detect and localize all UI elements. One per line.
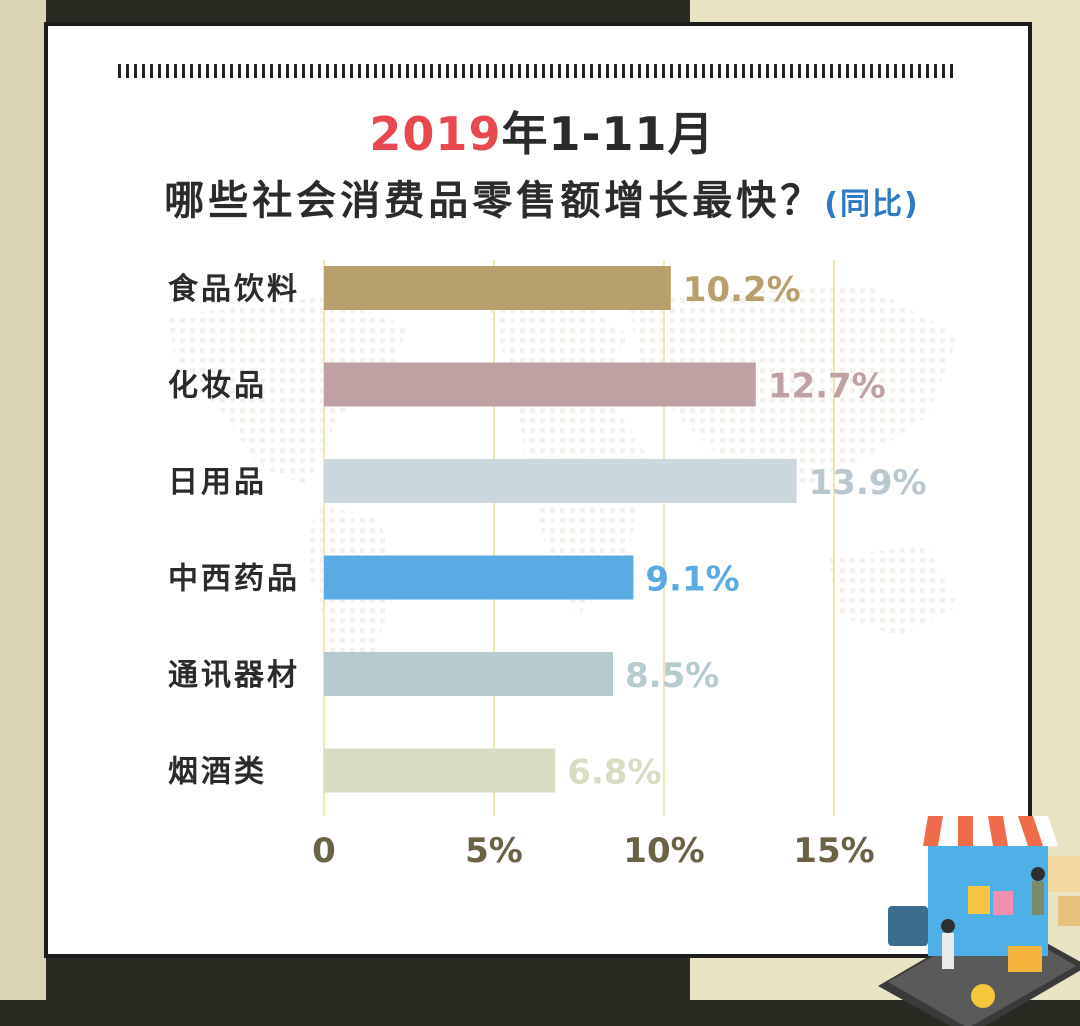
x-tick-label: 0 [312,831,336,871]
value-label: 12.7% [768,367,886,407]
storefront-illustration [878,816,1080,1026]
bar [324,555,634,600]
background-panel-left [0,0,46,1000]
value-label: 13.9% [809,463,927,503]
x-tick-label: 5% [465,831,523,871]
value-label: 8.5% [625,656,719,696]
x-tick-label: 15% [793,831,874,871]
chart-title: 2019年1-11月 [48,98,1036,164]
title-period: 年1-11月 [501,107,715,161]
bar [324,459,797,503]
category-label: 食品饮料 [168,272,300,307]
value-label: 10.2% [683,270,801,310]
bar-chart: 0 5% 10% 15% 食品饮料 10.2% 化妆品 12.7% 日用品 13.9% 中西药品 9.… [168,260,927,871]
bar [324,266,671,310]
value-label: 6.8% [567,753,661,793]
decorative-ruler [118,64,958,78]
subtitle-yoy-note: (同比) [824,187,920,222]
subtitle-question: 哪些社会消费品零售额增长最快？ [164,178,825,224]
bar [324,652,613,696]
category-label: 烟酒类 [168,755,267,790]
chart-subtitle: 哪些社会消费品零售额增长最快？(同比) [48,168,1036,226]
x-tick-label: 10% [623,831,704,871]
category-label: 通讯器材 [168,658,300,693]
chart-card: 2019年1-11月 哪些社会消费品零售额增长最快？(同比) 0 5% 10% 15%… [44,22,1080,1026]
bar [324,362,756,407]
category-label: 化妆品 [168,369,267,404]
value-label: 9.1% [645,560,739,600]
category-label: 日用品 [168,465,267,500]
bar [324,748,556,793]
title-year: 2019 [369,107,502,161]
category-label: 中西药品 [168,562,300,597]
